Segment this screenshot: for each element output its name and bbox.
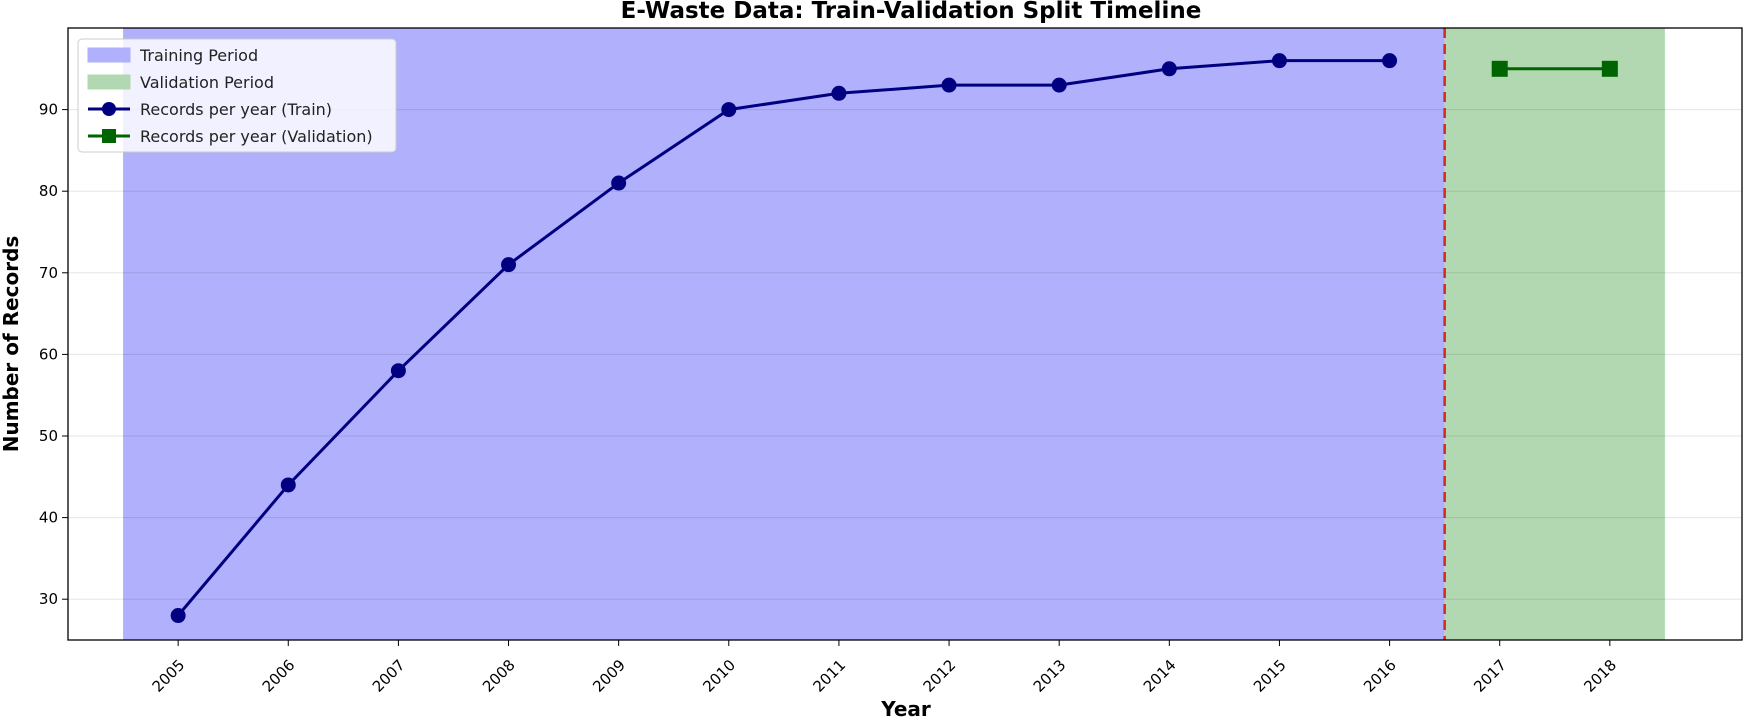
legend-marker [102, 129, 116, 143]
y-tick-label: 90 [39, 101, 58, 119]
data-point [170, 608, 186, 624]
x-tick-label: 2015 [1250, 656, 1290, 696]
legend-label: Records per year (Train) [140, 100, 332, 119]
legend-swatch [87, 47, 131, 63]
plot-frame [67, 27, 1743, 641]
legend-box [77, 38, 397, 153]
x-tick-label: 2008 [479, 656, 519, 696]
data-point [1051, 77, 1067, 93]
x-axis-label: Year [880, 697, 931, 721]
x-tick-label: 2006 [259, 656, 299, 696]
series-line-0 [176, 59, 1390, 617]
x-tick-label: 2016 [1360, 656, 1400, 696]
x-tick-label: 2010 [699, 656, 739, 696]
data-point [1382, 53, 1398, 69]
data-point [280, 477, 296, 493]
data-point [831, 85, 847, 101]
x-tick-label: 2013 [1030, 656, 1070, 696]
legend-marker [102, 102, 116, 116]
data-point [1271, 53, 1287, 69]
y-tick-label: 80 [39, 182, 58, 200]
region-validation-period [1444, 28, 1665, 640]
legend-swatch [87, 74, 131, 90]
x-tick-label: 2011 [809, 656, 849, 696]
data-point [501, 257, 517, 273]
data-point [1161, 61, 1177, 77]
x-tick-label: 2009 [589, 656, 629, 696]
y-tick-label: 50 [39, 427, 58, 445]
y-tick-label: 70 [39, 264, 58, 282]
legend-label: Records per year (Validation) [140, 127, 373, 146]
data-point [1601, 60, 1618, 77]
data-point [1491, 60, 1508, 77]
chart-title: E-Waste Data: Train-Validation Split Tim… [621, 0, 1202, 24]
plot-area: 30 40 50 60 70 80 90 2005 2006 2007 2008 2009 2010 20… [39, 27, 1743, 696]
data-point [721, 102, 737, 118]
data-point [611, 175, 627, 191]
y-tick-label: 60 [39, 345, 58, 363]
y-axis-label: Number of Records [0, 236, 23, 453]
x-tick-label: 2007 [369, 656, 409, 696]
x-tick-label: 2018 [1580, 656, 1620, 696]
x-tick-label: 2017 [1470, 656, 1510, 696]
x-tick-label: 2012 [920, 656, 960, 696]
legend-label: Training Period [139, 46, 258, 65]
y-tick-label: 30 [39, 590, 58, 608]
legend: Training Period Validation Period Records … [77, 38, 397, 153]
x-tick-label: 2014 [1140, 656, 1180, 696]
y-tick-label: 40 [39, 509, 58, 527]
data-point [390, 363, 406, 379]
x-tick-label: 2005 [149, 656, 189, 696]
legend-label: Validation Period [140, 73, 274, 92]
data-point [941, 77, 957, 93]
